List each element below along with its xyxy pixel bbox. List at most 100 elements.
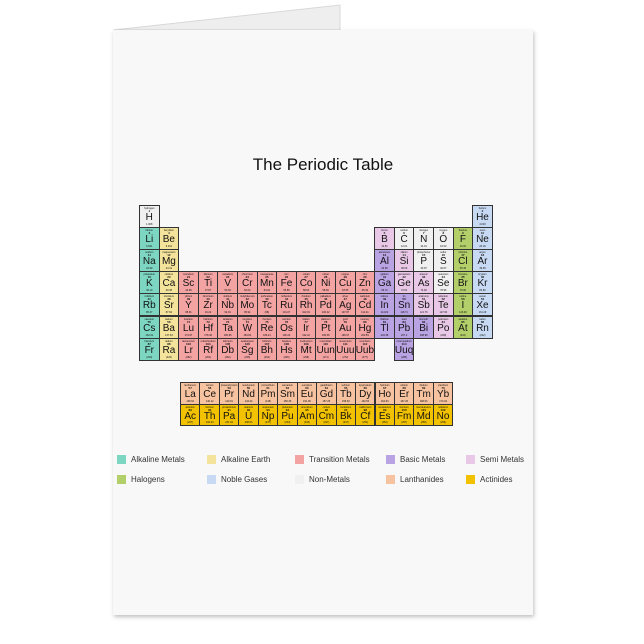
element-name: helium [478, 207, 487, 210]
atomic-number: 40 [206, 297, 210, 302]
element-name: holmium [379, 384, 390, 387]
element-zn: zinc 30 Zn 65.39 [354, 271, 376, 295]
atomic-number: 75 [265, 319, 269, 324]
atomic-mass: 178.49 [204, 333, 212, 337]
atomic-number: 57 [188, 386, 192, 390]
element-symbol: Pt [320, 322, 331, 334]
element-ac: actinium 89 Ac (227) [180, 403, 201, 427]
atomic-mass: 232.04 [205, 421, 214, 425]
element-name: gallium [380, 273, 389, 277]
atomic-number: 20 [167, 275, 171, 280]
atomic-mass: (247) [342, 421, 349, 425]
element-symbol: Ir [303, 322, 310, 334]
element-er: erbium 68 Er 167.26 [393, 382, 415, 405]
element-name: strontium [163, 295, 175, 299]
element-ag: silver 47 Ag 107.87 [335, 293, 356, 317]
element-symbol: Sb [417, 300, 430, 312]
element-s: sulfur 16 S 32.07 [433, 249, 454, 273]
element-name: plutonium [282, 405, 293, 409]
element-no: nobelium 102 No (259) [432, 403, 454, 427]
element-rb: rubidium 37 Rb 85.47 [139, 293, 160, 317]
element-hg: mercury 80 Hg 200.59 [354, 315, 376, 339]
element-symbol: I [461, 300, 465, 312]
atomic-number: 106 [244, 341, 250, 346]
legend-item-non: Non-Metals [295, 475, 350, 484]
atomic-number: 81 [382, 319, 387, 324]
element-symbol: Cl [458, 256, 468, 268]
atomic-mass: 44.96 [185, 289, 192, 293]
atomic-mass: 107.87 [341, 311, 350, 315]
atomic-number: 89 [188, 407, 192, 412]
element-ta: tantalum 73 Ta 180.95 [217, 315, 238, 339]
atomic-mass: 151.96 [303, 399, 311, 403]
atomic-mass: 112.41 [361, 311, 369, 315]
atomic-mass: 47.87 [204, 289, 212, 293]
element-name: xenon [479, 295, 486, 299]
legend-item-act: Actinides [466, 475, 512, 484]
element-name: samarium [281, 384, 293, 387]
atomic-number: 54 [480, 297, 485, 302]
element-fm: fermium 100 Fm (257) [393, 403, 415, 427]
atomic-mass: (209) [440, 333, 447, 337]
atomic-number: 11 [147, 253, 151, 258]
element-symbol: Rf [203, 344, 214, 356]
element-se: selenium 34 Se 78.96 [433, 271, 454, 295]
atomic-number: 61 [266, 386, 270, 390]
element-cs: caesium 55 Cs 132.91 [139, 315, 160, 339]
atomic-number: 10 [480, 231, 485, 236]
element-symbol: Xe [476, 300, 489, 312]
element-fr: francium 87 Fr (223) [139, 337, 160, 361]
element-name: titanium [203, 273, 213, 277]
element-name: technetium [260, 295, 273, 299]
legend-item-basic: Basic Metals [386, 455, 445, 464]
element-na: sodium 11 Na 22.99 [139, 249, 160, 273]
element-symbol: Y [185, 300, 192, 312]
element-symbol: Bh [260, 344, 273, 356]
atomic-number: 12 [167, 253, 171, 258]
atomic-number: 95 [305, 407, 309, 412]
atomic-mass: 207.2 [400, 333, 408, 337]
element-la: lanthanum 57 La 138.91 [180, 382, 201, 405]
atomic-number: 33 [422, 275, 426, 280]
element-name: scandium [183, 273, 194, 277]
atomic-number: 68 [402, 386, 406, 390]
element-symbol: Tl [380, 322, 389, 334]
atomic-number: 52 [441, 297, 445, 302]
element-name: silicon [400, 251, 408, 255]
element-symbol: Ag [339, 300, 352, 312]
element-symbol: Au [339, 322, 352, 334]
atomic-mass: 162.50 [361, 399, 370, 403]
element-name: potassium [143, 273, 155, 277]
element-symbol: Os [280, 322, 293, 334]
element-name: curium [322, 405, 331, 409]
element-name: neodymium [242, 384, 256, 387]
element-tl: thallium 81 Tl 204.38 [374, 315, 395, 339]
element-c: carbon 6 C 12.01 [393, 227, 415, 251]
atomic-mass: 58.93 [302, 289, 310, 293]
element-symbol: At [458, 322, 468, 334]
element-lr: lawrencium 103 Lr (262) [178, 337, 199, 361]
element-name: terbium [341, 384, 350, 387]
atomic-mass: 39.10 [146, 289, 153, 293]
atomic-mass: (285) [401, 355, 408, 359]
atomic-number: 42 [245, 297, 249, 302]
element-rn: radon 86 Rn (222) [472, 315, 493, 339]
element-name: tantalum [222, 317, 233, 321]
atomic-number: 64 [324, 386, 329, 390]
element-v: vanadium 23 V 50.94 [217, 271, 238, 295]
element-w: tungsten 74 W 183.84 [237, 315, 258, 339]
atomic-number: 92 [246, 407, 251, 412]
atomic-number: 84 [441, 319, 445, 324]
atomic-number: 45 [304, 297, 308, 302]
atomic-mass: 63.55 [342, 289, 349, 293]
element-au: gold 79 Au 196.97 [335, 315, 356, 339]
element-symbol: W [242, 322, 253, 334]
element-symbol: Cf [360, 410, 371, 422]
element-symbol: Ce [203, 389, 217, 400]
atomic-number: 15 [422, 253, 426, 258]
atomic-mass: 14.01 [420, 245, 427, 249]
atomic-number: 97 [344, 407, 348, 412]
atomic-number: 24 [245, 275, 249, 280]
atomic-mass: 127.60 [439, 311, 448, 315]
atomic-mass: (261) [205, 355, 212, 359]
